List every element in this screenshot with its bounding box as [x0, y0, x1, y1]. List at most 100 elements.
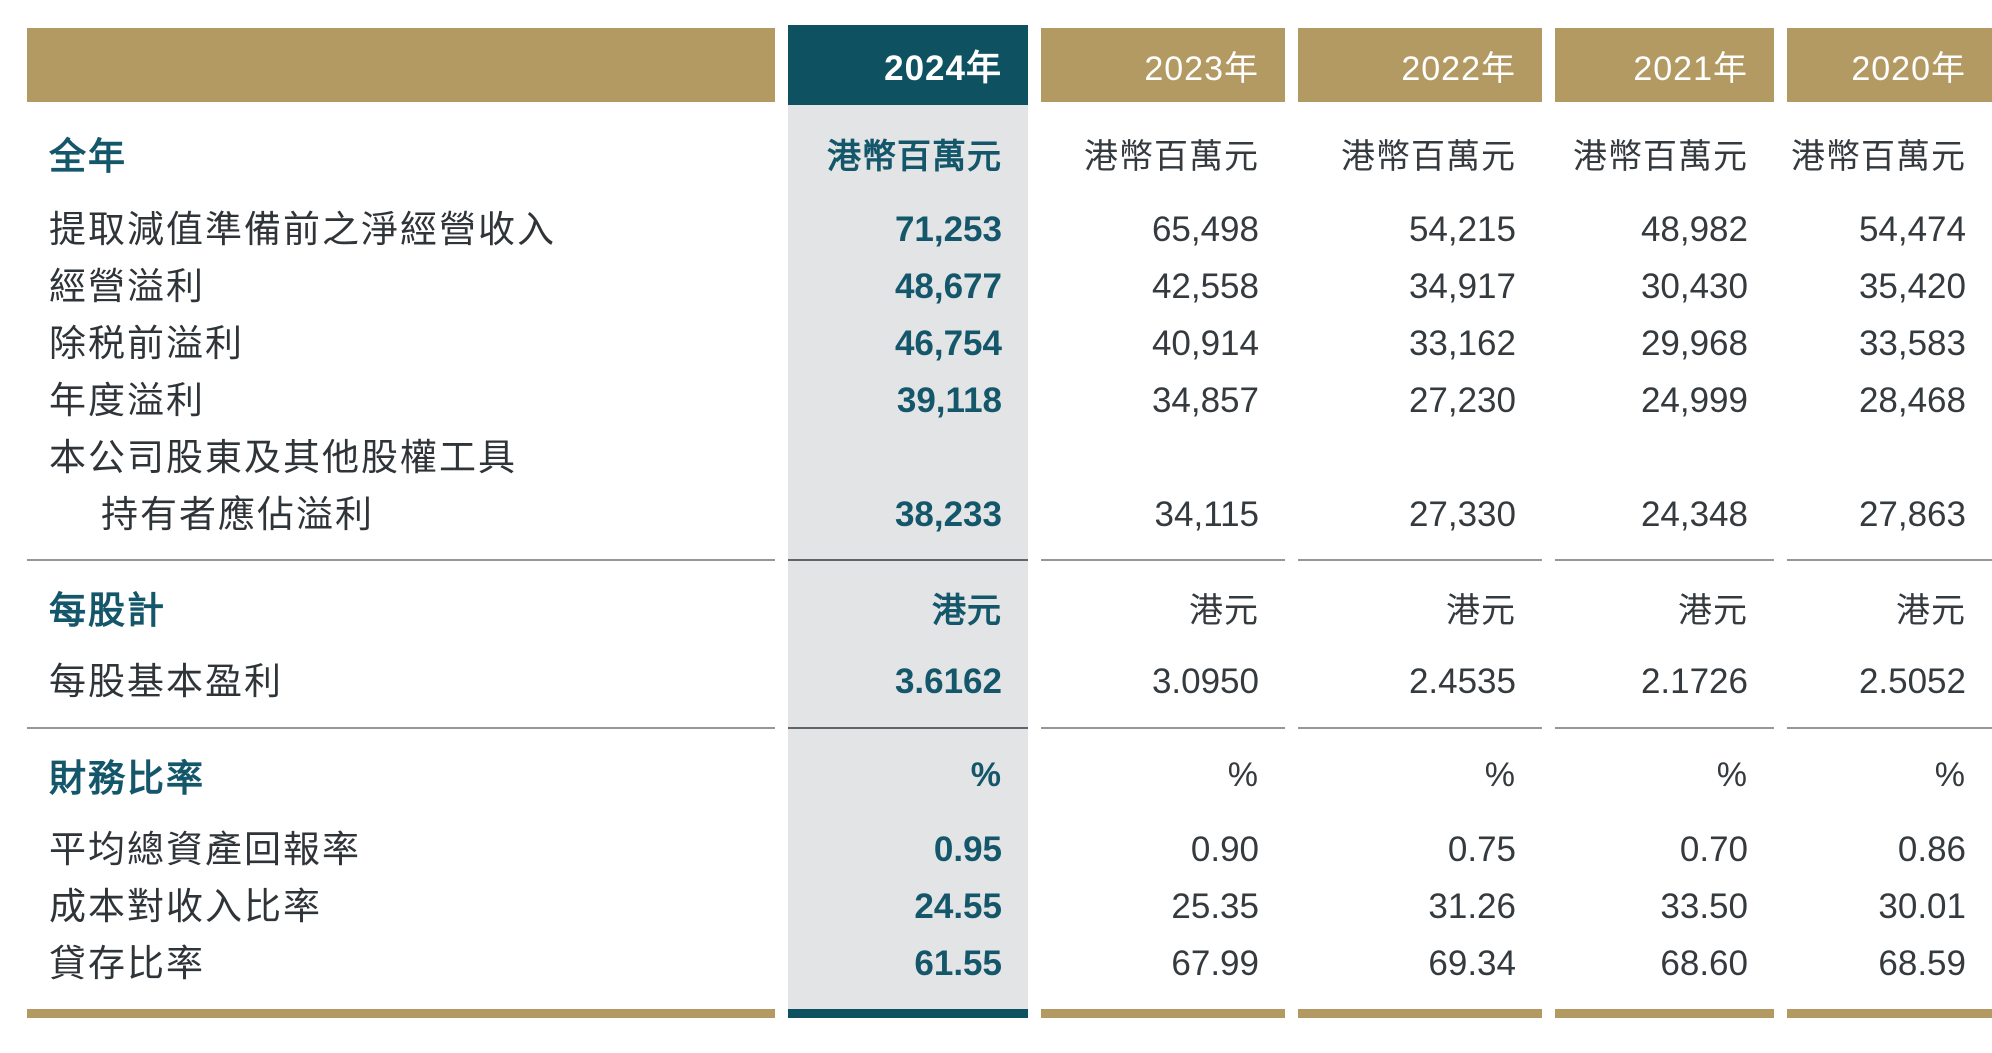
value-cell: 61.55	[788, 935, 1028, 992]
unit-cell: 港幣百萬元	[1341, 137, 1516, 176]
bottom-border-segment	[1787, 1009, 1992, 1018]
row-label: 本公司股東及其他股權工具 持有者應佔溢利	[27, 429, 775, 543]
section-gap	[27, 543, 1992, 559]
value-cell: 34,917	[1408, 267, 1516, 306]
gap-cell	[788, 992, 1028, 1009]
unit-cell: 港元	[788, 561, 1028, 653]
unit-cell: %	[1716, 755, 1748, 794]
divider-segment	[1555, 559, 1774, 561]
section-title: 財務比率	[49, 758, 205, 799]
section-head-row: 每股計 港元 港元 港元 港元 港元	[27, 561, 1992, 653]
value-cell: 3.6162	[788, 653, 1028, 710]
value-cell: 0.90	[1190, 830, 1259, 869]
divider-segment	[788, 559, 1028, 561]
value-cell: 33,162	[1408, 324, 1516, 363]
unit-cell: 港幣百萬元	[1573, 137, 1748, 176]
table-row: 本公司股東及其他股權工具 持有者應佔溢利 38,233 34,115 27,330 24,…	[27, 429, 1992, 543]
row-label: 除税前溢利	[49, 323, 244, 364]
value-cell: 2.5052	[1858, 662, 1966, 701]
value-cell: 68.60	[1660, 944, 1748, 983]
column-header-2023: 2023年	[1041, 28, 1285, 102]
value-cell: 29,968	[1640, 324, 1748, 363]
column-header-2021: 2021年	[1555, 28, 1774, 102]
table-header-row: 2024年 2023年 2022年 2021年 2020年	[27, 25, 1992, 105]
table-row: 提取減值準備前之淨經營收入 71,253 65,498 54,215 48,982 54,…	[27, 201, 1992, 258]
gap-cell	[27, 992, 775, 1009]
column-header-2024: 2024年	[788, 25, 1028, 105]
value-cell: 68.59	[1878, 944, 1966, 983]
value-cell: 33,583	[1858, 324, 1966, 363]
value-cell: 3.0950	[1151, 662, 1259, 701]
gap-cell	[1041, 710, 1285, 727]
unit-cell: 港元	[1678, 591, 1748, 630]
divider-segment	[1787, 559, 1992, 561]
section-divider	[27, 559, 1992, 561]
value-cell: 67.99	[1171, 944, 1259, 983]
row-label: 經營溢利	[49, 266, 205, 307]
column-header-2020: 2020年	[1787, 28, 1992, 102]
unit-cell: 港幣百萬元	[788, 105, 1028, 201]
value-cell: 0.86	[1897, 830, 1966, 869]
unit-cell: %	[788, 729, 1028, 821]
bottom-gap	[27, 992, 1992, 1009]
table-row: 除税前溢利 46,754 40,914 33,162 29,968 33,583	[27, 315, 1992, 372]
value-cell: 0.95	[788, 821, 1028, 878]
bottom-border-segment	[1555, 1009, 1774, 1018]
value-cell: 54,474	[1858, 210, 1966, 249]
divider-segment	[1041, 559, 1285, 561]
gap-cell	[1298, 992, 1542, 1009]
unit-cell: 港元	[1189, 591, 1259, 630]
divider-segment	[1298, 559, 1542, 561]
value-cell: 38,233	[788, 429, 1028, 543]
value-cell: 2.4535	[1408, 662, 1516, 701]
column-header-2022: 2022年	[1298, 28, 1542, 102]
section-head-row: 全年 港幣百萬元 港幣百萬元 港幣百萬元 港幣百萬元 港幣百萬元	[27, 105, 1992, 201]
row-label: 成本對收入比率	[49, 886, 322, 927]
value-cell: 46,754	[788, 315, 1028, 372]
value-cell: 65,498	[1151, 210, 1259, 249]
gap-cell	[1298, 710, 1542, 727]
value-cell: 31.26	[1428, 887, 1516, 926]
gap-cell	[1298, 543, 1542, 559]
value-cell: 27,863	[1858, 495, 1966, 534]
row-label: 貸存比率	[49, 943, 205, 984]
financial-highlights-table: 2024年 2023年 2022年 2021年 2020年 全年 港幣百萬元 港幣百…	[27, 25, 1992, 1018]
value-cell: 48,982	[1640, 210, 1748, 249]
bottom-border-segment	[1041, 1009, 1285, 1018]
section-divider	[27, 727, 1992, 729]
value-cell: 33.50	[1660, 887, 1748, 926]
unit-cell: 港元	[1896, 591, 1966, 630]
gap-cell	[27, 710, 775, 727]
value-cell: 39,118	[788, 372, 1028, 429]
value-cell: 24,348	[1640, 495, 1748, 534]
gap-cell	[1555, 543, 1774, 559]
table-row: 成本對收入比率 24.55 25.35 31.26 33.50 30.01	[27, 878, 1992, 935]
value-cell: 40,914	[1151, 324, 1259, 363]
value-cell: 54,215	[1408, 210, 1516, 249]
table-row: 經營溢利 48,677 42,558 34,917 30,430 35,420	[27, 258, 1992, 315]
gap-cell	[1787, 710, 1992, 727]
value-cell: 0.70	[1679, 830, 1748, 869]
gap-cell	[788, 543, 1028, 559]
row-label-line1: 本公司股東及其他股權工具	[49, 437, 517, 478]
value-cell: 30,430	[1640, 267, 1748, 306]
gap-cell	[1041, 992, 1285, 1009]
divider-segment	[788, 727, 1028, 729]
gap-cell	[1555, 710, 1774, 727]
divider-segment	[1555, 727, 1774, 729]
value-cell: 24,999	[1640, 381, 1748, 420]
section-title: 全年	[49, 136, 127, 177]
table-row: 平均總資產回報率 0.95 0.90 0.75 0.70 0.86	[27, 821, 1992, 878]
table-row: 年度溢利 39,118 34,857 27,230 24,999 28,468	[27, 372, 1992, 429]
gap-cell	[788, 710, 1028, 727]
value-cell: 35,420	[1858, 267, 1966, 306]
gap-cell	[1041, 543, 1285, 559]
value-cell: 0.75	[1447, 830, 1516, 869]
unit-cell: 港幣百萬元	[1791, 137, 1966, 176]
bottom-border-segment	[1298, 1009, 1542, 1018]
value-cell: 24.55	[788, 878, 1028, 935]
value-cell: 34,115	[1154, 495, 1259, 534]
value-cell: 30.01	[1878, 887, 1966, 926]
value-cell: 2.1726	[1640, 662, 1748, 701]
unit-cell: %	[1227, 755, 1259, 794]
